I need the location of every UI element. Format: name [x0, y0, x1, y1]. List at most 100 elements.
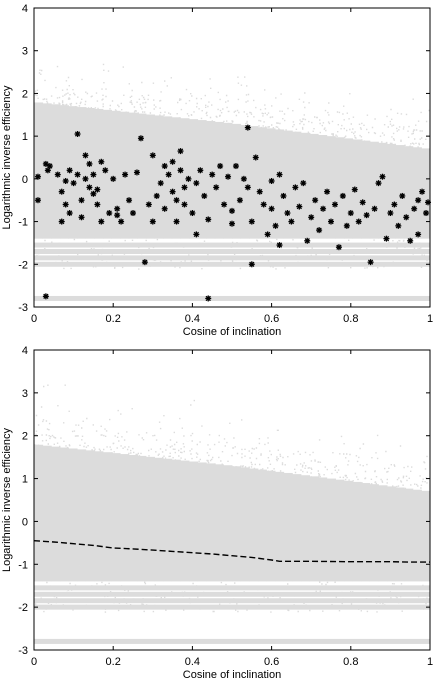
- chart-panel-1: 0 0.2 0.4 0.6 0.8 1 -3 -2 -1 0 1 2 3 4 Cosine of incli…: [1, 3, 433, 338]
- y-tick-label: 2: [22, 431, 28, 443]
- data-point-star: [157, 180, 164, 187]
- data-point-star: [149, 218, 156, 225]
- star-stroke-d2: [209, 171, 215, 178]
- cloud-band: [300, 132, 310, 239]
- star-stroke-d2: [280, 193, 287, 199]
- cloud-band: [197, 462, 207, 582]
- cloud-band: [395, 487, 405, 582]
- star-stroke-d2: [387, 210, 394, 216]
- data-point-star: [74, 131, 81, 138]
- cloud-band: [266, 470, 276, 582]
- star-stroke-d2: [66, 167, 73, 173]
- data-point-star: [177, 167, 184, 174]
- star-stroke-d2: [78, 197, 85, 203]
- cloud-band: [257, 127, 267, 239]
- star-stroke-d2: [399, 193, 405, 199]
- cloud-band: [326, 478, 336, 582]
- data-point-star: [296, 203, 303, 210]
- data-point-star: [343, 222, 350, 229]
- star-stroke-d2: [158, 180, 164, 186]
- data-point-star: [395, 222, 402, 229]
- data-point-star: [387, 210, 394, 217]
- data-point-star: [324, 188, 331, 195]
- data-point-star: [66, 210, 73, 217]
- star-stroke-d2: [86, 184, 93, 191]
- star-stroke-d2: [419, 189, 425, 195]
- data-point-star: [70, 180, 77, 187]
- star-stroke-d2: [122, 171, 128, 178]
- star-stroke-d2: [356, 218, 362, 225]
- data-point-star: [359, 199, 366, 206]
- cloud-band: [361, 140, 371, 239]
- cloud-band: [85, 108, 95, 239]
- data-point-star: [288, 218, 295, 225]
- star-stroke-d2: [324, 189, 330, 195]
- star-stroke-d2: [213, 184, 219, 191]
- data-point-star: [126, 197, 133, 204]
- star-stroke-d2: [391, 201, 398, 208]
- star-stroke-d2: [146, 201, 152, 208]
- data-point-star: [232, 163, 239, 170]
- axes-frame: [33, 7, 431, 308]
- data-point-star: [407, 237, 414, 244]
- data-point-star: [82, 175, 89, 182]
- data-point-star: [209, 171, 216, 178]
- star-stroke-d2: [241, 176, 247, 182]
- star-stroke-d2: [288, 218, 295, 225]
- x-tick-label: 0: [31, 656, 37, 668]
- y-tick-label: 1: [22, 131, 28, 143]
- cloud-band: [34, 102, 44, 239]
- star-stroke-d2: [300, 180, 306, 186]
- star-stroke-d2: [130, 210, 136, 216]
- data-point-star: [240, 175, 247, 182]
- star-stroke-d2: [379, 174, 386, 180]
- star-stroke-d2: [352, 186, 358, 193]
- data-point-star: [110, 175, 117, 182]
- x-axis-label: Cosine of inclination: [183, 326, 281, 338]
- star-stroke-d2: [114, 212, 120, 218]
- cloud-stripe: [34, 591, 430, 597]
- data-point-star: [34, 173, 41, 180]
- data-point-star: [425, 199, 432, 206]
- star-stroke-d2: [169, 159, 176, 165]
- star-stroke-d2: [221, 201, 227, 208]
- cloud-band: [137, 113, 147, 239]
- star-stroke-d2: [43, 293, 49, 299]
- data-point-star: [173, 218, 180, 225]
- data-point-star: [185, 175, 192, 182]
- data-point-star: [46, 163, 53, 170]
- star-stroke-d2: [395, 223, 401, 229]
- data-point-star: [229, 220, 235, 227]
- star-stroke-d2: [197, 167, 203, 173]
- y-tick-label: -2: [18, 259, 28, 271]
- data-point-star: [264, 231, 271, 238]
- data-point-star: [415, 197, 422, 204]
- star-stroke-d2: [94, 201, 101, 208]
- data-point-star: [391, 201, 398, 208]
- y-tick-label: 0: [22, 516, 28, 528]
- y-tick-label: -3: [18, 302, 28, 314]
- cloud-band: [249, 468, 259, 582]
- data-point-star: [118, 218, 125, 225]
- cloud-band: [240, 125, 250, 239]
- cloud-band: [145, 114, 156, 239]
- cloud-band: [68, 106, 78, 239]
- cloud-band: [111, 110, 121, 239]
- background-cloud: [34, 63, 430, 301]
- y-tick-label: 0: [22, 174, 28, 186]
- cloud-band: [94, 108, 104, 239]
- data-point-star: [399, 192, 406, 199]
- data-point-star: [94, 201, 101, 208]
- y-tick-label: 3: [22, 46, 28, 58]
- cloud-band: [300, 475, 310, 582]
- data-point-star: [177, 148, 184, 155]
- cloud-band: [395, 145, 405, 239]
- cloud-band: [42, 445, 52, 582]
- data-point-star: [189, 210, 196, 217]
- star-stroke-d2: [142, 259, 148, 265]
- y-tick-label: -3: [18, 645, 28, 657]
- star-stroke-d2: [98, 218, 104, 225]
- data-point-star: [98, 218, 105, 225]
- star-stroke-d2: [336, 244, 342, 250]
- cloud-band: [369, 484, 379, 582]
